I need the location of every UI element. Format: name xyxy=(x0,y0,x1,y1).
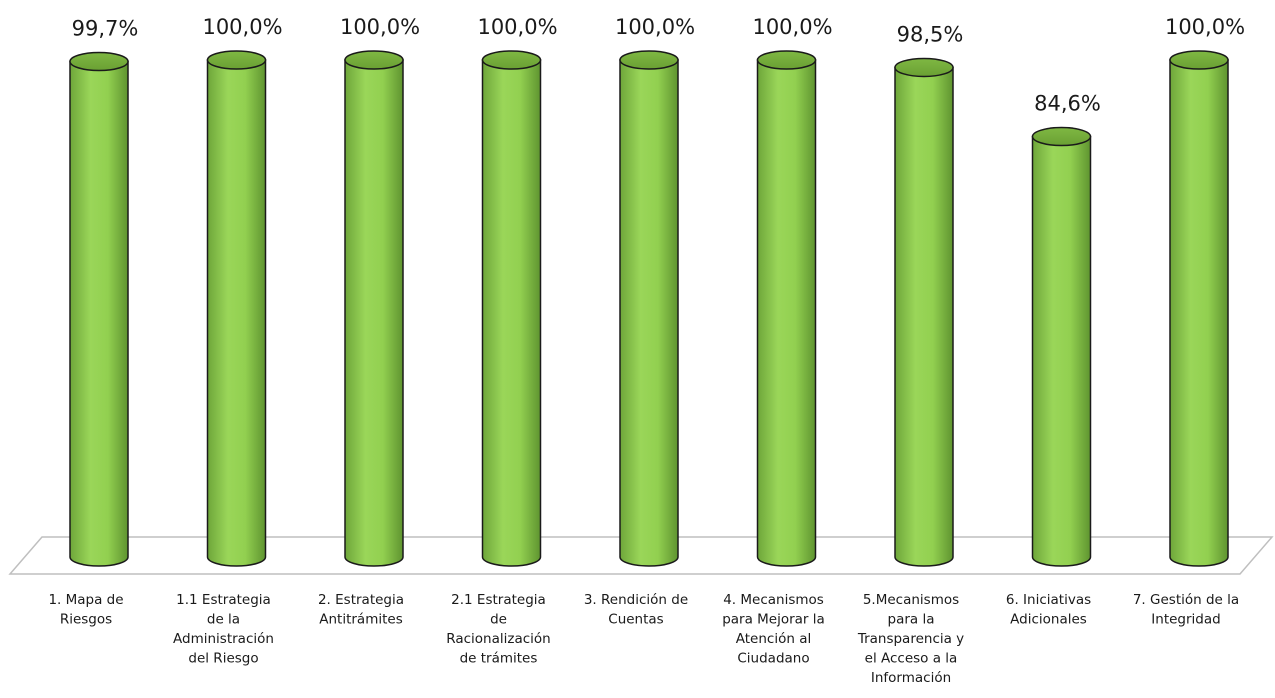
data-label: 100,0% xyxy=(477,15,557,39)
bar-body xyxy=(1031,135,1092,567)
bar-body xyxy=(481,59,542,567)
data-label: 100,0% xyxy=(752,15,832,39)
bar xyxy=(344,50,404,567)
bar-body xyxy=(756,59,817,567)
bar-top xyxy=(1031,126,1092,147)
data-label: 100,0% xyxy=(340,15,420,39)
category-label: 2. Estrategia Antitrámites xyxy=(318,592,404,628)
bar xyxy=(1169,50,1229,567)
category-label-line: Cuentas xyxy=(608,612,663,628)
category-label-line: Ciudadano xyxy=(737,651,809,667)
category-label-line: Integridad xyxy=(1151,612,1220,628)
category-label-line: el Acceso a la xyxy=(865,651,958,667)
bar xyxy=(481,50,542,567)
category-label-line: Adicionales xyxy=(1010,612,1087,628)
category-label-line: para la xyxy=(888,612,935,628)
bar-body xyxy=(894,66,954,567)
category-label-line: de la xyxy=(207,612,240,628)
category-label-line: Transparencia y xyxy=(857,631,964,647)
bar-body xyxy=(619,59,679,567)
category-label-line: 1.1 Estrategia xyxy=(176,592,271,608)
data-label: 84,6% xyxy=(1034,92,1101,116)
category-label-line: Administración xyxy=(173,631,274,647)
category-label-line: 7. Gestión de la xyxy=(1133,592,1239,608)
bar-top xyxy=(69,51,129,72)
bar xyxy=(1031,126,1092,567)
category-label: 5.Mecanismos para la Transparencia y el Acc… xyxy=(857,592,964,686)
category-label: 1.1 Estrategia de la Administración del Rie… xyxy=(173,592,274,667)
bar-top xyxy=(894,57,954,78)
category-label-line: Información xyxy=(871,670,951,686)
data-label: 100,0% xyxy=(615,15,695,39)
category-label-line: de trámites xyxy=(460,651,538,667)
bar-top xyxy=(756,50,817,70)
category-label-line: 4. Mecanismos xyxy=(723,592,824,608)
bar-top xyxy=(206,50,267,70)
category-label-line: Racionalización xyxy=(446,631,550,647)
bar-body xyxy=(69,60,129,567)
value-labels-group: 99,7% 100,0% 100,0% 100,0% 100,0% 100,0% 98,5%… xyxy=(72,15,1245,116)
bar xyxy=(619,50,679,567)
category-label: 3. Rendición de Cuentas xyxy=(584,592,688,628)
category-label-line: 5.Mecanismos xyxy=(863,592,959,608)
bar-top xyxy=(619,50,679,70)
bar xyxy=(206,50,267,567)
category-label: 1. Mapa de Riesgos xyxy=(48,592,123,628)
category-label-line: Antitrámites xyxy=(319,612,403,628)
category-label: 2.1 Estrategia de Racionalización de trámit… xyxy=(446,592,550,667)
bar xyxy=(756,50,817,567)
category-label-line: 6. Iniciativas xyxy=(1006,592,1091,608)
category-label-line: 2. Estrategia xyxy=(318,592,404,608)
category-label-line: de xyxy=(490,612,507,628)
bar xyxy=(69,51,129,567)
data-label: 98,5% xyxy=(897,22,964,46)
data-label: 100,0% xyxy=(202,15,282,39)
bar-top xyxy=(481,50,542,70)
category-label: 7. Gestión de la Integridad xyxy=(1133,592,1239,628)
category-label-line: Riesgos xyxy=(60,612,112,628)
category-label-line: para Mejorar la xyxy=(722,612,825,628)
data-label: 100,0% xyxy=(1165,15,1245,39)
bar xyxy=(894,57,954,567)
bar-top xyxy=(1169,50,1229,70)
category-label-line: Atención al xyxy=(736,631,811,647)
category-label-line: del Riesgo xyxy=(188,651,258,667)
bar-body xyxy=(206,59,267,567)
category-label-line: 1. Mapa de xyxy=(48,592,123,608)
data-label: 99,7% xyxy=(72,16,139,40)
category-label-line: 2.1 Estrategia xyxy=(451,592,546,608)
category-label: 6. Iniciativas Adicionales xyxy=(1006,592,1091,628)
category-labels-group: 1. Mapa de Riesgos 1.1 Estrategia de la Admi… xyxy=(48,592,1239,686)
category-label-line: 3. Rendición de xyxy=(584,592,688,608)
bar-body xyxy=(1169,59,1229,567)
category-label: 4. Mecanismos para Mejorar la Atención al C… xyxy=(722,592,825,667)
bar-body xyxy=(344,59,404,567)
bars-group xyxy=(69,50,1229,567)
bar-top xyxy=(344,50,404,70)
